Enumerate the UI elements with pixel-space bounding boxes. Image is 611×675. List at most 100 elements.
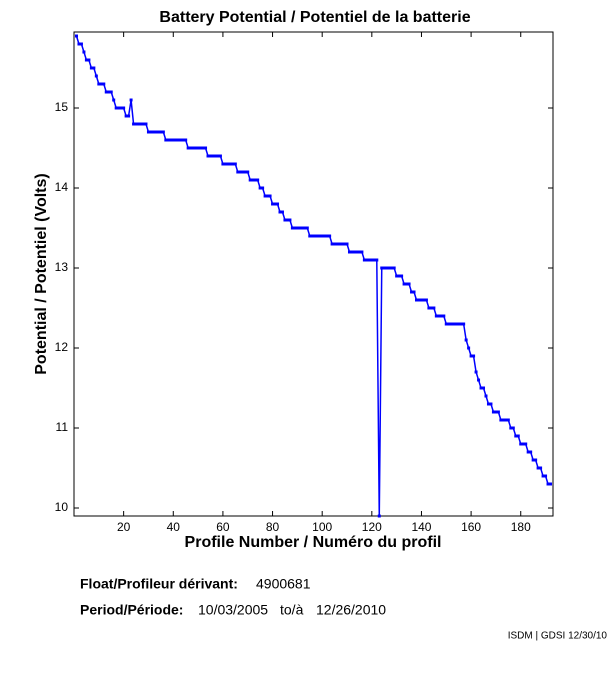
data-point: [122, 106, 126, 110]
data-point: [447, 322, 451, 326]
data-point: [253, 178, 257, 182]
data-point: [308, 234, 312, 238]
period-start: 10/03/2005: [198, 602, 268, 618]
x-tick-label: 80: [266, 520, 280, 534]
data-point: [256, 178, 260, 182]
data-point: [112, 98, 116, 102]
data-point: [499, 418, 503, 422]
data-point: [263, 194, 267, 198]
data-point: [228, 162, 232, 166]
y-tick-label: 14: [55, 180, 69, 194]
data-point: [345, 242, 349, 246]
data-point: [506, 418, 510, 422]
data-point: [459, 322, 463, 326]
data-point: [541, 474, 545, 478]
data-point: [107, 90, 111, 94]
x-tick-label: 40: [167, 520, 181, 534]
data-point: [382, 266, 386, 270]
data-point: [524, 442, 528, 446]
data-point: [149, 130, 153, 134]
data-point: [238, 170, 242, 174]
data-point: [104, 90, 108, 94]
data-point: [221, 162, 225, 166]
data-point: [213, 154, 217, 158]
data-point: [233, 162, 237, 166]
data-point: [189, 146, 193, 150]
data-point: [462, 322, 466, 326]
data-point: [442, 314, 446, 318]
data-point: [419, 298, 423, 302]
float-label: Float/Profileur dérivant:: [80, 576, 238, 592]
data-point: [315, 234, 319, 238]
data-point: [276, 202, 280, 206]
data-point: [243, 170, 247, 174]
data-point: [181, 138, 185, 142]
data-point: [355, 250, 359, 254]
x-tick-label: 120: [362, 520, 382, 534]
data-point: [303, 226, 307, 230]
data-point: [469, 354, 473, 358]
y-tick-label: 11: [56, 420, 69, 434]
data-point: [323, 234, 327, 238]
data-point: [258, 186, 262, 190]
data-point: [137, 122, 141, 126]
x-tick-label: 60: [216, 520, 230, 534]
data-point: [117, 106, 121, 110]
data-point: [474, 370, 478, 374]
data-point: [179, 138, 183, 142]
data-point: [271, 202, 275, 206]
data-point: [407, 282, 411, 286]
data-point: [290, 226, 294, 230]
data-point: [511, 426, 515, 430]
data-point: [283, 218, 287, 222]
data-point: [285, 218, 289, 222]
data-point: [414, 298, 418, 302]
data-point: [300, 226, 304, 230]
data-point: [392, 266, 396, 270]
data-point: [549, 482, 553, 486]
data-point: [201, 146, 205, 150]
data-point: [534, 458, 538, 462]
data-point: [479, 386, 483, 390]
data-point: [159, 130, 163, 134]
data-point: [516, 434, 520, 438]
x-tick-label: 140: [411, 520, 431, 534]
data-point: [171, 138, 175, 142]
y-axis-label: Potential / Potentiel (Volts): [33, 173, 50, 375]
data-point: [151, 130, 155, 134]
credit: ISDM | GDSI 12/30/10: [508, 631, 608, 642]
data-point: [176, 138, 180, 142]
data-point: [191, 146, 195, 150]
x-tick-label: 20: [117, 520, 131, 534]
data-point: [372, 258, 376, 262]
data-point: [501, 418, 505, 422]
float-id: 4900681: [256, 576, 311, 592]
data-point: [320, 234, 324, 238]
data-point: [410, 290, 414, 294]
data-point: [169, 138, 173, 142]
data-point: [370, 258, 374, 262]
data-point: [82, 50, 86, 54]
data-point: [472, 354, 476, 358]
data-point: [494, 410, 498, 414]
data-point: [194, 146, 198, 150]
data-point: [216, 154, 220, 158]
data-point: [273, 202, 277, 206]
data-point: [280, 210, 284, 214]
data-point: [268, 194, 272, 198]
data-point: [360, 250, 364, 254]
data-point: [209, 154, 213, 158]
data-point: [218, 154, 222, 158]
data-point: [365, 258, 369, 262]
data-point: [99, 82, 103, 86]
data-point: [146, 130, 150, 134]
data-point: [357, 250, 361, 254]
data-point: [397, 274, 401, 278]
data-point: [87, 58, 91, 62]
x-axis-label: Profile Number / Numéro du profil: [185, 534, 442, 551]
data-point: [251, 178, 255, 182]
data-point: [144, 122, 148, 126]
data-point: [134, 122, 138, 126]
data-point: [424, 298, 428, 302]
